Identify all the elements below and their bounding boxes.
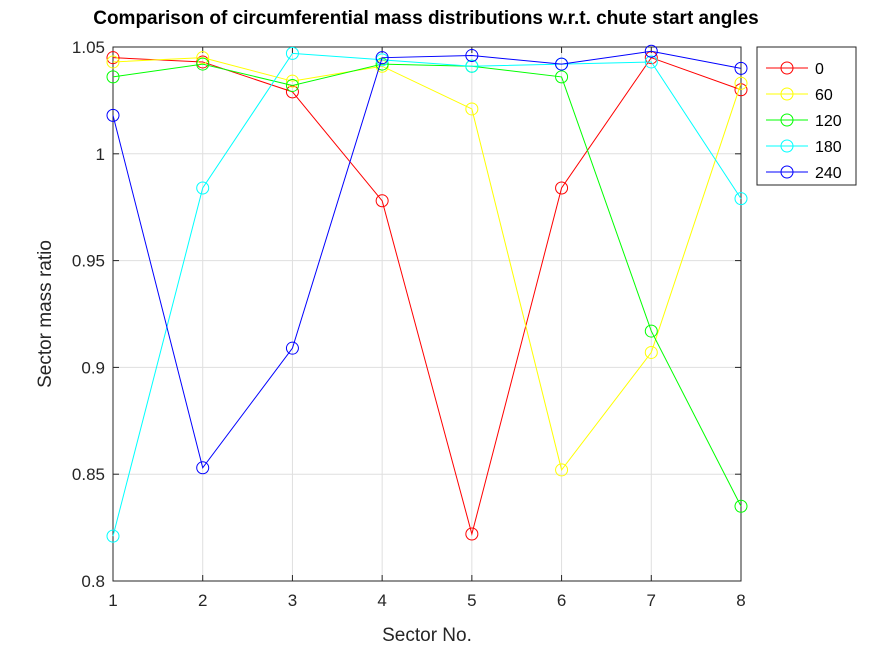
data-point bbox=[465, 59, 479, 73]
axis-ticks: 1 2 3 4 5 6 7 8 0.8 0.85 0.9 0.95 1 1.05 bbox=[72, 38, 746, 610]
legend-marker bbox=[780, 61, 794, 75]
data-point bbox=[285, 46, 299, 60]
data-point bbox=[644, 324, 658, 338]
series-180 bbox=[106, 46, 748, 543]
y-tick-label: 0.9 bbox=[81, 358, 105, 377]
data-point bbox=[196, 461, 210, 475]
legend-marker bbox=[780, 113, 794, 127]
legend-entry-240: 240 bbox=[766, 165, 842, 182]
plot-frame bbox=[112, 46, 742, 582]
data-point bbox=[734, 76, 748, 90]
x-axis-label: Sector No. bbox=[382, 625, 472, 646]
legend-label: 120 bbox=[815, 113, 842, 130]
data-point bbox=[734, 192, 748, 206]
data-point bbox=[196, 57, 210, 71]
data-point bbox=[285, 74, 299, 88]
data-point bbox=[644, 345, 658, 359]
legend-box bbox=[756, 46, 857, 186]
x-tick-label: 4 bbox=[377, 591, 386, 610]
chart-title: Comparison of circumferential mass distr… bbox=[93, 8, 759, 29]
legend-label: 60 bbox=[815, 87, 833, 104]
series-line-240 bbox=[112, 50, 742, 469]
legend-marker bbox=[780, 165, 794, 179]
data-point bbox=[106, 55, 120, 69]
data-point bbox=[644, 44, 658, 58]
series-60 bbox=[106, 51, 748, 477]
data-point bbox=[106, 108, 120, 122]
legend-entry-180: 180 bbox=[766, 139, 842, 156]
series-240 bbox=[106, 44, 748, 475]
legend-marker bbox=[780, 139, 794, 153]
legend-entry-60: 60 bbox=[766, 87, 833, 104]
legend-label: 240 bbox=[815, 165, 842, 182]
data-point bbox=[196, 181, 210, 195]
data-point bbox=[106, 70, 120, 84]
data-point bbox=[465, 527, 479, 541]
series-line-180 bbox=[112, 52, 742, 537]
data-point bbox=[555, 70, 569, 84]
y-tick-label: 1 bbox=[96, 145, 105, 164]
data-point bbox=[285, 78, 299, 92]
y-tick-label: 0.8 bbox=[81, 572, 105, 591]
x-tick-label: 3 bbox=[288, 591, 297, 610]
y-tick-label: 0.95 bbox=[72, 252, 105, 271]
series-line-60 bbox=[112, 57, 742, 472]
data-point bbox=[734, 61, 748, 75]
data-point bbox=[465, 49, 479, 63]
data-point bbox=[555, 181, 569, 195]
data-point bbox=[644, 55, 658, 69]
x-tick-label: 6 bbox=[557, 591, 566, 610]
legend-label: 0 bbox=[815, 61, 824, 78]
legend-entry-120: 120 bbox=[766, 113, 842, 130]
y-tick-label: 0.85 bbox=[72, 465, 105, 484]
legend: 0 60 120 180 240 bbox=[756, 46, 857, 186]
grid bbox=[112, 46, 742, 582]
x-tick-label: 7 bbox=[647, 591, 656, 610]
legend-marker bbox=[780, 87, 794, 101]
data-point bbox=[106, 529, 120, 543]
x-tick-label: 1 bbox=[108, 591, 117, 610]
data-point bbox=[734, 499, 748, 513]
data-point bbox=[555, 463, 569, 477]
data-point bbox=[106, 51, 120, 65]
series-line-0 bbox=[112, 57, 742, 536]
data-point bbox=[555, 57, 569, 71]
data-point bbox=[375, 194, 389, 208]
x-tick-label: 2 bbox=[198, 591, 207, 610]
legend-entry-0: 0 bbox=[766, 61, 824, 78]
x-tick-label: 8 bbox=[736, 591, 745, 610]
data-point bbox=[285, 341, 299, 355]
data-point bbox=[375, 51, 389, 65]
series-line-120 bbox=[112, 63, 742, 507]
x-tick-label: 5 bbox=[467, 591, 476, 610]
y-axis-label: Sector mass ratio bbox=[35, 240, 56, 388]
data-point bbox=[465, 102, 479, 116]
y-tick-label: 1.05 bbox=[72, 38, 105, 57]
legend-label: 180 bbox=[815, 139, 842, 156]
series bbox=[106, 44, 748, 543]
